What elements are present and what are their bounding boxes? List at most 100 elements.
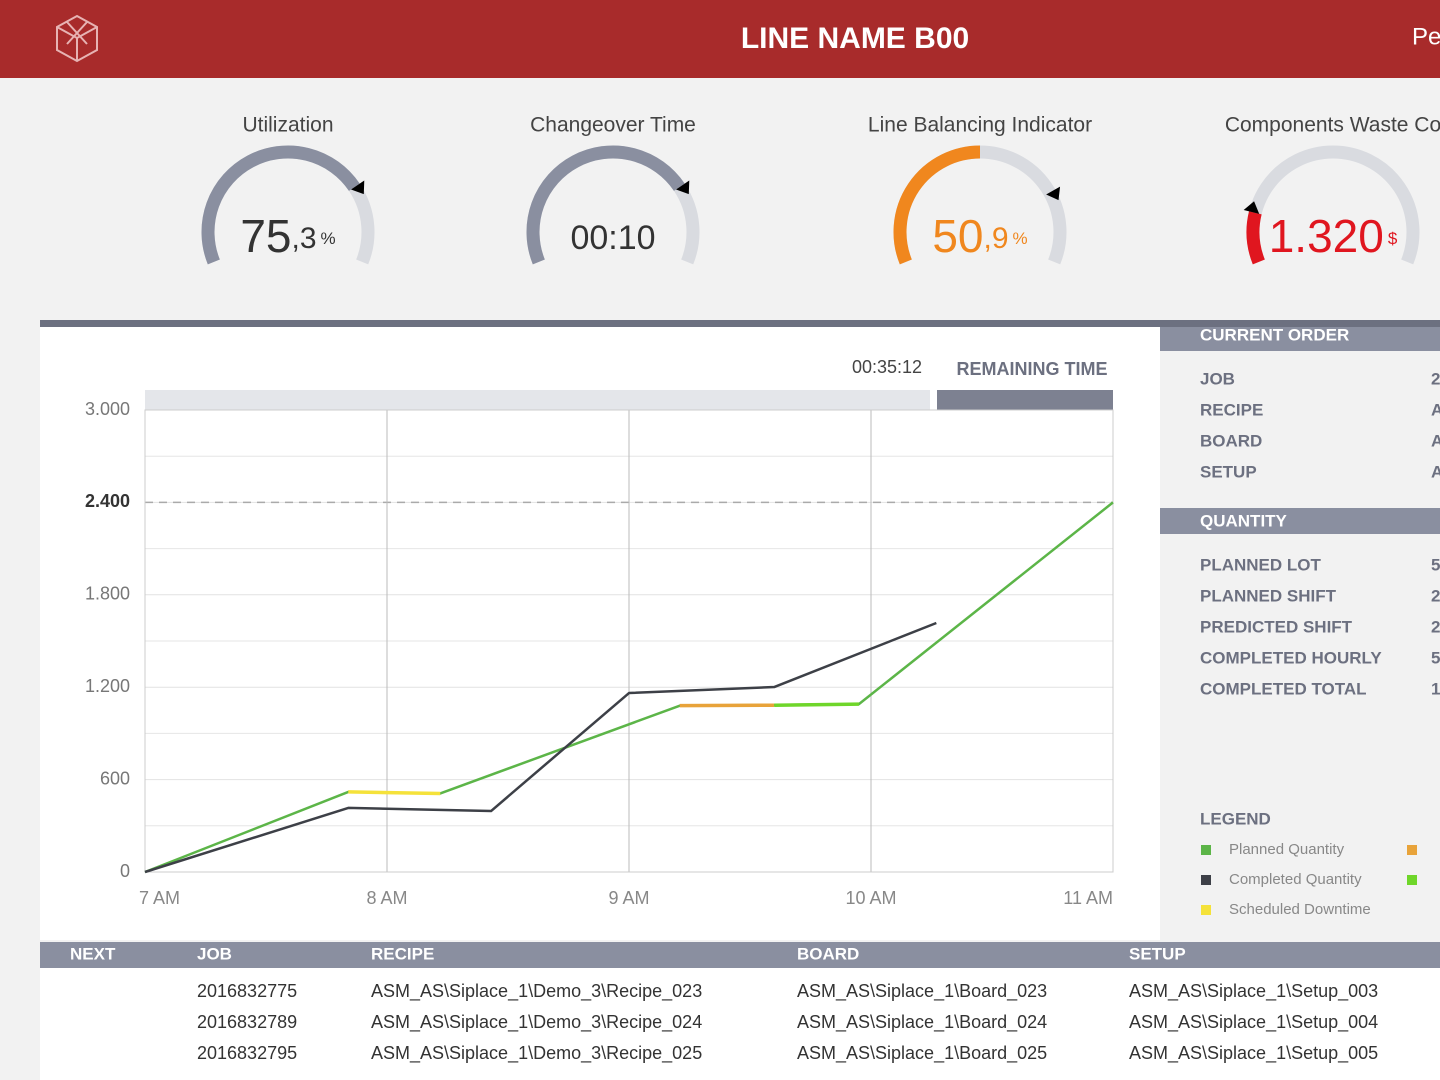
legend-swatch xyxy=(1407,845,1417,855)
x-tick-label: 9 AM xyxy=(608,888,649,908)
table-cell: ASM_AS\Siplace_1\Board_024 xyxy=(797,1012,1047,1033)
table-cell: ASM_AS\Siplace_1\Demo_3\Recipe_025 xyxy=(371,1043,702,1064)
remaining-bar xyxy=(937,390,1113,410)
chart-panel xyxy=(40,322,1160,940)
legend-title: LEGEND xyxy=(1200,809,1271,828)
gauge-fill xyxy=(1246,211,1265,265)
x-tick-label: 7 AM xyxy=(139,888,180,908)
series-line xyxy=(348,790,441,796)
kpi-value: 00:10 xyxy=(570,219,655,257)
table-body xyxy=(40,968,1440,1080)
field-label: RECIPE xyxy=(1200,400,1263,419)
gauge-fill xyxy=(201,145,360,265)
field-value: 1 xyxy=(1431,679,1440,698)
remaining-label: REMAINING TIME xyxy=(957,359,1108,379)
field-value: 2 xyxy=(1431,369,1440,388)
section-header xyxy=(1160,508,1440,534)
x-tick-label: 8 AM xyxy=(366,888,407,908)
kpi-value-main: 1.320 xyxy=(1269,210,1384,262)
legend-swatch xyxy=(1407,875,1417,885)
field-value: 5 xyxy=(1431,555,1440,574)
field-label: COMPLETED TOTAL xyxy=(1200,679,1367,698)
kpi-value: 50,9% xyxy=(932,210,1027,262)
x-tick-label: 10 AM xyxy=(845,888,896,908)
field-label: PLANNED LOT xyxy=(1200,555,1322,574)
series-line xyxy=(774,702,859,707)
field-value: A xyxy=(1431,431,1440,450)
section-title: QUANTITY xyxy=(1200,511,1288,530)
field-label: COMPLETED HOURLY xyxy=(1200,648,1382,667)
y-tick-label: 1.800 xyxy=(85,584,130,604)
y-tick-label: 3.000 xyxy=(85,399,130,419)
table-cell: ASM_AS\Siplace_1\Setup_003 xyxy=(1129,981,1378,1002)
logo[interactable] xyxy=(56,14,98,63)
kpi-unit: $ xyxy=(1388,229,1398,248)
legend-label: Scheduled Downtime xyxy=(1229,901,1371,918)
field-label: SETUP xyxy=(1200,462,1257,481)
kpi-value-main: 00:10 xyxy=(570,219,655,257)
field-label: JOB xyxy=(1200,369,1235,388)
kpi-value-decimal: ,3 xyxy=(292,222,317,255)
series-line xyxy=(144,621,937,874)
legend-label: Completed Quantity xyxy=(1229,871,1362,888)
legend-swatch xyxy=(1201,875,1211,885)
kpi-title: Utilization xyxy=(242,114,333,137)
series-line xyxy=(144,501,1114,874)
section-header xyxy=(1160,327,1440,351)
y-tick-label: 1.200 xyxy=(85,676,130,696)
kpi-value: 1.320 $ xyxy=(1269,210,1398,262)
table-header-cell: BOARD xyxy=(797,944,859,963)
table-cell: 2016832795 xyxy=(197,1043,297,1063)
kpi-value: 75,3% xyxy=(240,210,335,262)
kpi-title: Changeover Time xyxy=(530,114,696,137)
table-header-cell: SETUP xyxy=(1129,944,1186,963)
plot-border xyxy=(144,409,1114,873)
field-value: A xyxy=(1431,400,1440,419)
kpi-value-main: 75 xyxy=(240,210,291,262)
table-header xyxy=(40,942,1440,968)
field-label: BOARD xyxy=(1200,431,1262,450)
field-value: 2 xyxy=(1431,617,1440,636)
table-header-cell: NEXT xyxy=(70,944,116,963)
kpi-title: Components Waste Co xyxy=(1225,114,1440,137)
elapsed-bar xyxy=(145,390,930,410)
table-cell: ASM_AS\Siplace_1\Setup_004 xyxy=(1129,1012,1378,1033)
field-label: PREDICTED SHIFT xyxy=(1200,617,1353,636)
gauge-fill xyxy=(526,145,685,265)
field-value: 2 xyxy=(1431,586,1440,605)
legend-swatch xyxy=(1201,905,1211,915)
gauge-marker xyxy=(1243,201,1260,214)
y-tick-label: 0 xyxy=(120,861,130,881)
y-tick-label: 600 xyxy=(100,768,130,788)
gauge-fill xyxy=(893,145,981,265)
table-cell: ASM_AS\Siplace_1\Demo_3\Recipe_023 xyxy=(371,981,702,1002)
remaining-time: 00:35:12 xyxy=(852,357,922,377)
kpi-value-main: 50 xyxy=(932,210,983,262)
kpi-title: Line Balancing Indicator xyxy=(868,114,1092,137)
gauge-marker xyxy=(676,180,690,195)
panel-top-border xyxy=(40,320,1440,327)
field-value: A xyxy=(1431,462,1440,481)
table-cell: ASM_AS\Siplace_1\Demo_3\Recipe_024 xyxy=(371,1012,702,1033)
header-user[interactable]: Pe xyxy=(1412,23,1440,50)
kpi-value-decimal: ,9 xyxy=(984,222,1009,255)
header-bar xyxy=(0,0,1440,78)
section-title: CURRENT ORDER xyxy=(1200,325,1349,344)
y-tick-label: 2.400 xyxy=(85,491,130,511)
table-header-cell: JOB xyxy=(197,944,232,963)
header-title: LINE NAME B00 xyxy=(741,22,969,55)
legend-swatch xyxy=(1201,845,1211,855)
table-header-cell: RECIPE xyxy=(371,944,434,963)
table-cell: ASM_AS\Siplace_1\Board_023 xyxy=(797,981,1047,1002)
field-label: PLANNED SHIFT xyxy=(1200,586,1337,605)
gauge-marker xyxy=(1046,186,1061,201)
kpi-unit: % xyxy=(1013,229,1028,248)
field-value: 5 xyxy=(1431,648,1440,667)
gauge-marker xyxy=(351,180,365,195)
table-cell: 2016832775 xyxy=(197,981,297,1001)
table-cell: ASM_AS\Siplace_1\Board_025 xyxy=(797,1043,1047,1064)
legend-label: Planned Quantity xyxy=(1229,841,1345,858)
table-cell: ASM_AS\Siplace_1\Setup_005 xyxy=(1129,1043,1378,1064)
x-tick-label: 11 AM xyxy=(1063,888,1113,908)
